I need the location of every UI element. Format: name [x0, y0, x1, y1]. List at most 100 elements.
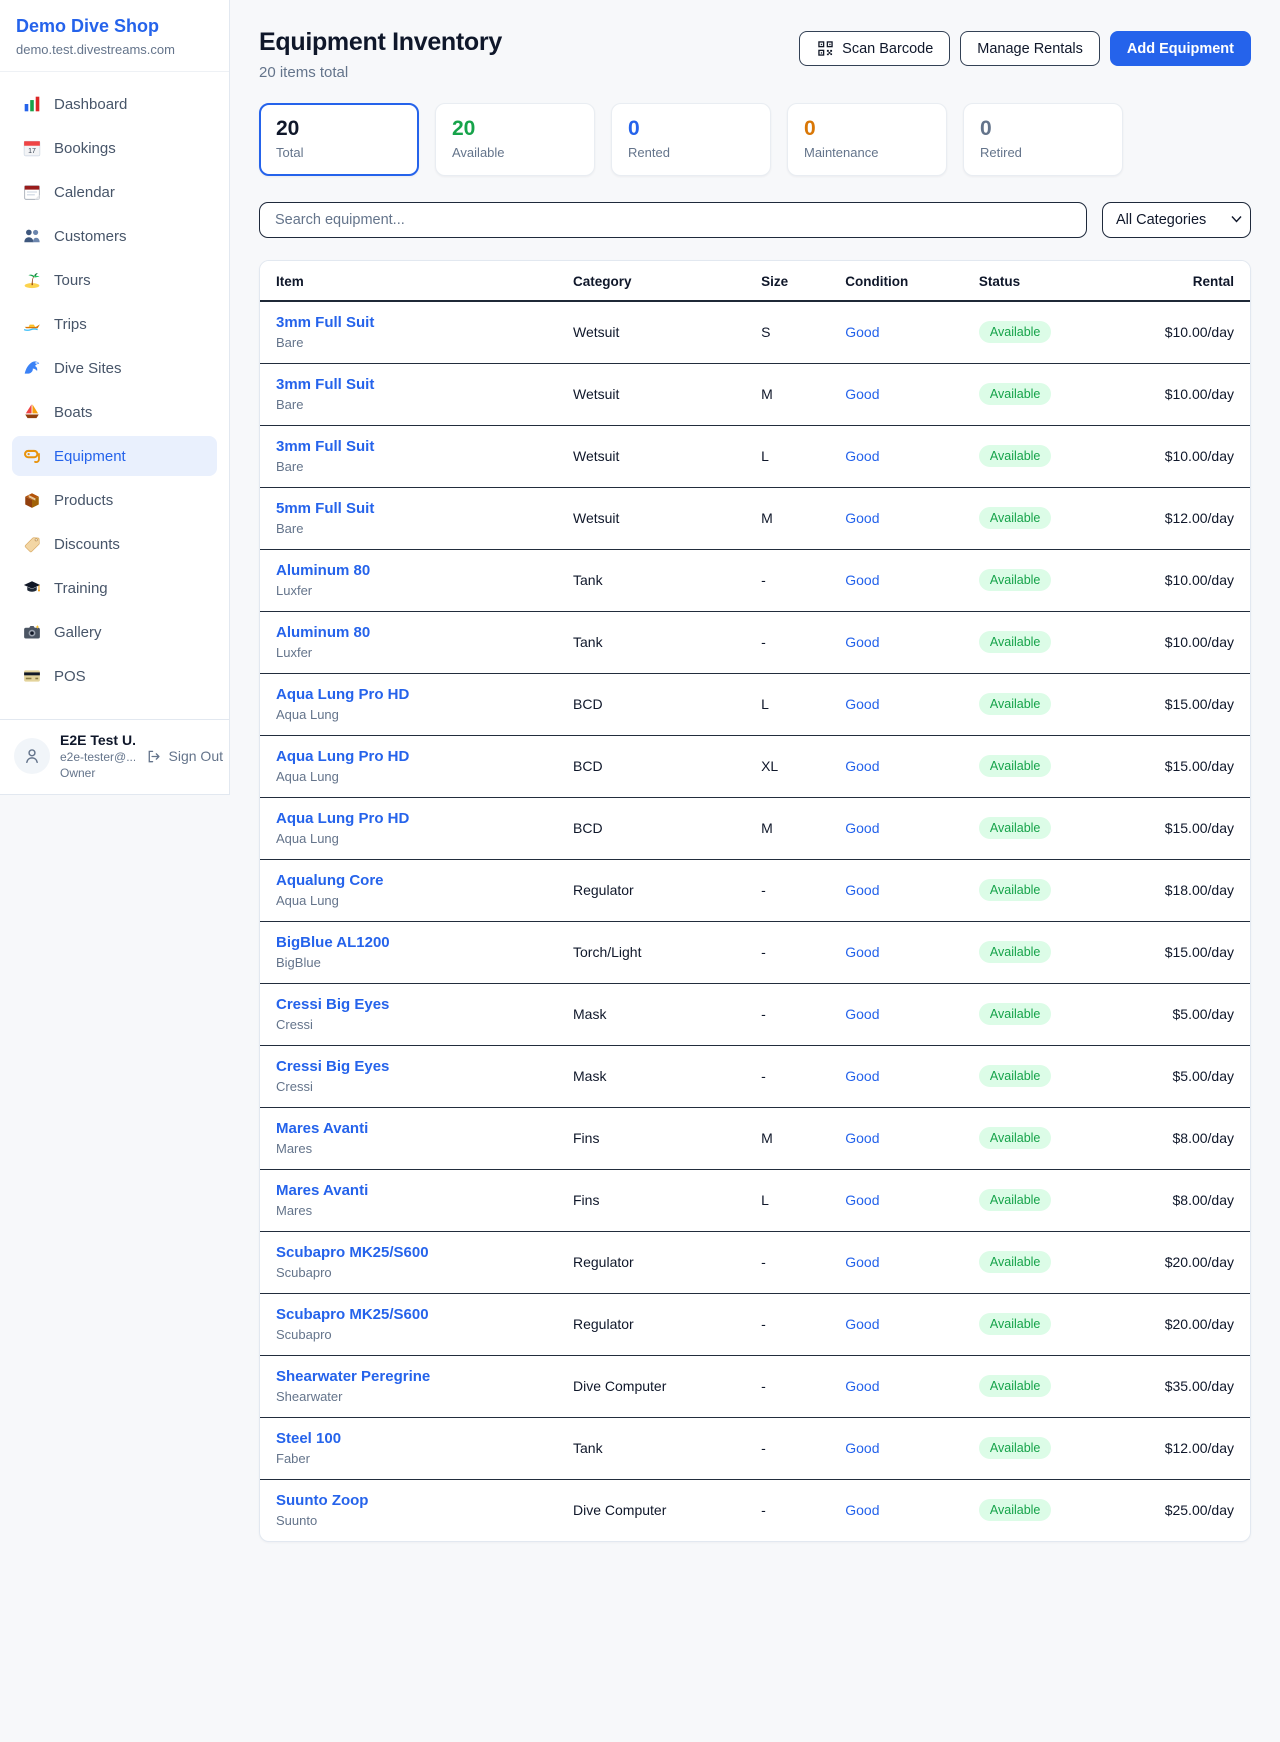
stat-card-retired[interactable]: 0 Retired: [963, 103, 1123, 176]
item-brand: BigBlue: [276, 955, 321, 970]
item-brand: Scubapro: [276, 1327, 332, 1342]
boats-icon: [23, 403, 41, 421]
sidebar-item-equipment[interactable]: Equipment: [12, 436, 217, 476]
manage-rentals-button[interactable]: Manage Rentals: [960, 31, 1100, 66]
sidebar-item-boats[interactable]: Boats: [12, 392, 217, 432]
item-link[interactable]: Shearwater Peregrine: [276, 1368, 431, 1385]
stats-row: 20 Total 20 Available 0 Rented 0 Mainten…: [259, 103, 1251, 176]
condition-link[interactable]: Good: [845, 820, 880, 836]
condition-link[interactable]: Good: [845, 758, 880, 774]
condition-link[interactable]: Good: [845, 1068, 880, 1084]
item-size: M: [745, 487, 830, 550]
table-row: Suunto Zoop Suunto Dive Computer - Good …: [260, 1479, 1250, 1541]
sign-out-button[interactable]: Sign Out: [145, 747, 223, 765]
stat-card-rented[interactable]: 0 Rented: [611, 103, 771, 176]
sidebar-item-gallery[interactable]: Gallery: [12, 612, 217, 652]
condition-link[interactable]: Good: [845, 1378, 880, 1394]
condition-link[interactable]: Good: [845, 1440, 880, 1456]
condition-link[interactable]: Good: [845, 1006, 880, 1022]
sidebar-item-training[interactable]: Training: [12, 568, 217, 608]
item-category: Mask: [557, 983, 746, 1046]
item-link[interactable]: Aluminum 80: [276, 624, 371, 641]
item-link[interactable]: Aqua Lung Pro HD: [276, 810, 410, 827]
user-box: E2E Test U... e2e-tester@... Owner Sign …: [0, 719, 229, 794]
sidebar-item-customers[interactable]: Customers: [12, 216, 217, 256]
item-link[interactable]: Suunto Zoop: [276, 1492, 369, 1510]
calendar-icon: [23, 183, 41, 201]
sidebar-item-pos[interactable]: POS: [12, 656, 217, 696]
condition-link[interactable]: Good: [845, 1502, 880, 1519]
item-link[interactable]: Aqualung Core: [276, 872, 384, 889]
item-rental: $10.00/day: [1131, 301, 1250, 364]
status-badge: Available: [978, 1003, 1052, 1025]
search-input[interactable]: [259, 202, 1087, 238]
item-category: Regulator: [557, 859, 746, 922]
sidebar-item-products[interactable]: Products: [12, 480, 217, 520]
item-link[interactable]: 3mm Full Suit: [276, 314, 375, 332]
item-category: BCD: [557, 797, 746, 860]
item-link[interactable]: Mares Avanti: [276, 1182, 369, 1199]
item-size: -: [745, 1045, 830, 1108]
sidebar-item-dashboard[interactable]: Dashboard: [12, 84, 217, 124]
item-link[interactable]: Scubapro MK25/S600: [276, 1306, 429, 1323]
trips-icon: [23, 315, 41, 333]
scan-barcode-button[interactable]: Scan Barcode: [799, 31, 951, 66]
sidebar-item-bookings[interactable]: 17 Bookings: [12, 128, 217, 168]
equipment-icon: [23, 447, 41, 465]
sidebar-item-label: Tours: [54, 271, 91, 289]
sign-out-icon: [145, 747, 163, 765]
condition-link[interactable]: Good: [845, 696, 880, 712]
stat-value: 0: [628, 117, 640, 140]
condition-link[interactable]: Good: [845, 448, 880, 464]
item-size: -: [745, 1231, 830, 1294]
condition-link[interactable]: Good: [845, 510, 880, 526]
condition-link[interactable]: Good: [845, 324, 880, 341]
item-link[interactable]: Mares Avanti: [276, 1120, 369, 1137]
item-link[interactable]: Aqua Lung Pro HD: [276, 686, 410, 703]
stat-card-total[interactable]: 20 Total: [259, 103, 419, 176]
sidebar-item-tours[interactable]: Tours: [12, 260, 217, 300]
item-link[interactable]: Scubapro MK25/S600: [276, 1244, 429, 1261]
stat-card-available[interactable]: 20 Available: [435, 103, 595, 176]
sidebar-item-dive-sites[interactable]: Dive Sites: [12, 348, 217, 388]
condition-link[interactable]: Good: [845, 882, 880, 898]
stat-label: Retired: [980, 145, 1022, 161]
condition-link[interactable]: Good: [845, 386, 880, 402]
item-link[interactable]: Aluminum 80: [276, 562, 371, 579]
sidebar-nav: Dashboard 17 Bookings Calendar Customers…: [0, 72, 229, 719]
item-rental: $10.00/day: [1131, 611, 1250, 674]
item-link[interactable]: Aqua Lung Pro HD: [276, 748, 410, 765]
item-link[interactable]: Cressi Big Eyes: [276, 996, 390, 1013]
condition-link[interactable]: Good: [845, 944, 880, 960]
table-row: Scubapro MK25/S600 Scubapro Regulator - …: [260, 1231, 1250, 1294]
sidebar-item-calendar[interactable]: Calendar: [12, 172, 217, 212]
item-rental: $12.00/day: [1131, 1417, 1250, 1480]
add-equipment-button[interactable]: Add Equipment: [1109, 31, 1251, 66]
item-link[interactable]: 3mm Full Suit: [276, 438, 375, 455]
item-link[interactable]: BigBlue AL1200: [276, 934, 390, 951]
status-badge: Available: [978, 1437, 1052, 1459]
condition-link[interactable]: Good: [845, 1192, 880, 1208]
condition-link[interactable]: Good: [845, 1254, 880, 1270]
condition-link[interactable]: Good: [845, 1130, 880, 1146]
status-badge: Available: [978, 1065, 1052, 1087]
item-link[interactable]: Cressi Big Eyes: [276, 1058, 390, 1075]
filter-row: All Categories: [259, 202, 1251, 238]
page-title: Equipment Inventory: [259, 28, 502, 56]
condition-link[interactable]: Good: [845, 572, 880, 588]
item-link[interactable]: Steel 100: [276, 1430, 342, 1447]
brand-name[interactable]: Demo Dive Shop: [16, 16, 160, 36]
item-category: Dive Computer: [573, 1502, 667, 1519]
sidebar-item-trips[interactable]: Trips: [12, 304, 217, 344]
item-link[interactable]: 3mm Full Suit: [276, 376, 375, 393]
item-rental: $12.00/day: [1131, 487, 1250, 550]
status-badge: Available: [978, 1375, 1052, 1397]
status-badge: Available: [978, 817, 1052, 839]
condition-link[interactable]: Good: [845, 1316, 880, 1332]
sidebar-item-discounts[interactable]: Discounts: [12, 524, 217, 564]
item-brand: Luxfer: [276, 583, 313, 598]
condition-link[interactable]: Good: [845, 634, 880, 650]
stat-card-maintenance[interactable]: 0 Maintenance: [787, 103, 947, 176]
category-select[interactable]: All Categories: [1102, 202, 1251, 238]
item-link[interactable]: 5mm Full Suit: [276, 500, 375, 517]
